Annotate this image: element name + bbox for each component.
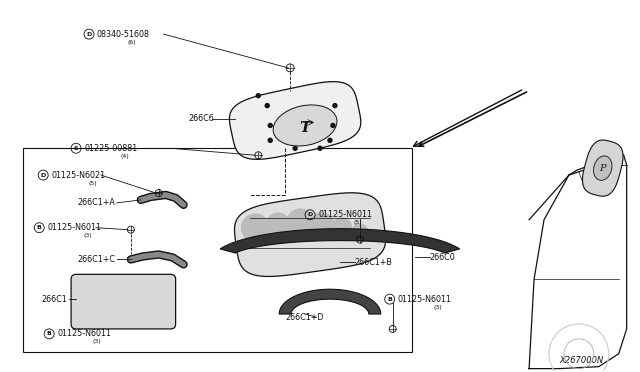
Text: 266C1+D: 266C1+D bbox=[285, 312, 324, 321]
Polygon shape bbox=[279, 289, 381, 314]
Text: B: B bbox=[47, 331, 52, 336]
Circle shape bbox=[268, 124, 272, 128]
Circle shape bbox=[287, 209, 313, 235]
Circle shape bbox=[268, 138, 272, 142]
Circle shape bbox=[352, 224, 368, 240]
Text: 08340-51608: 08340-51608 bbox=[97, 30, 150, 39]
Text: D: D bbox=[40, 173, 46, 177]
Text: D: D bbox=[307, 212, 313, 217]
Text: 01125-N6011: 01125-N6011 bbox=[57, 329, 111, 339]
Text: (3): (3) bbox=[433, 305, 442, 310]
Text: (3): (3) bbox=[93, 339, 102, 344]
Polygon shape bbox=[220, 229, 460, 253]
Circle shape bbox=[328, 138, 332, 142]
Text: D: D bbox=[86, 32, 92, 37]
Text: B: B bbox=[36, 225, 42, 230]
Text: 01125-N6021: 01125-N6021 bbox=[51, 171, 106, 180]
Text: 266C0: 266C0 bbox=[429, 253, 455, 262]
Text: X267000N: X267000N bbox=[559, 356, 604, 365]
Text: (3): (3) bbox=[83, 233, 92, 238]
Ellipse shape bbox=[273, 105, 337, 146]
Text: 266C1+B: 266C1+B bbox=[355, 258, 393, 267]
Circle shape bbox=[310, 213, 334, 237]
Circle shape bbox=[333, 104, 337, 108]
Text: 266C1+C: 266C1+C bbox=[77, 255, 115, 264]
Circle shape bbox=[265, 104, 269, 108]
Polygon shape bbox=[234, 193, 385, 276]
Text: T: T bbox=[300, 121, 311, 135]
Text: 01225-00881: 01225-00881 bbox=[84, 144, 137, 153]
Circle shape bbox=[293, 146, 297, 150]
Circle shape bbox=[266, 213, 290, 237]
Text: S: S bbox=[74, 146, 78, 151]
Text: (6): (6) bbox=[128, 39, 136, 45]
Circle shape bbox=[318, 146, 322, 150]
Circle shape bbox=[331, 124, 335, 128]
Text: 01125-N6011: 01125-N6011 bbox=[47, 223, 101, 232]
Bar bbox=[23, 148, 412, 352]
Text: B: B bbox=[387, 296, 392, 302]
Text: 266C6: 266C6 bbox=[189, 114, 214, 123]
Text: P: P bbox=[600, 164, 606, 173]
Circle shape bbox=[256, 94, 260, 98]
Ellipse shape bbox=[593, 156, 612, 180]
Text: (5): (5) bbox=[88, 180, 97, 186]
Polygon shape bbox=[229, 81, 361, 159]
Text: 01125-N6011: 01125-N6011 bbox=[318, 210, 372, 219]
Text: 266C1: 266C1 bbox=[41, 295, 67, 304]
Circle shape bbox=[332, 218, 352, 238]
Text: (4): (4) bbox=[121, 154, 130, 159]
FancyBboxPatch shape bbox=[71, 274, 175, 329]
Polygon shape bbox=[582, 140, 623, 196]
Text: 01125-N6011: 01125-N6011 bbox=[397, 295, 452, 304]
Circle shape bbox=[241, 214, 269, 241]
Text: 266C1+A: 266C1+A bbox=[77, 198, 115, 207]
Text: (5): (5) bbox=[354, 220, 362, 225]
